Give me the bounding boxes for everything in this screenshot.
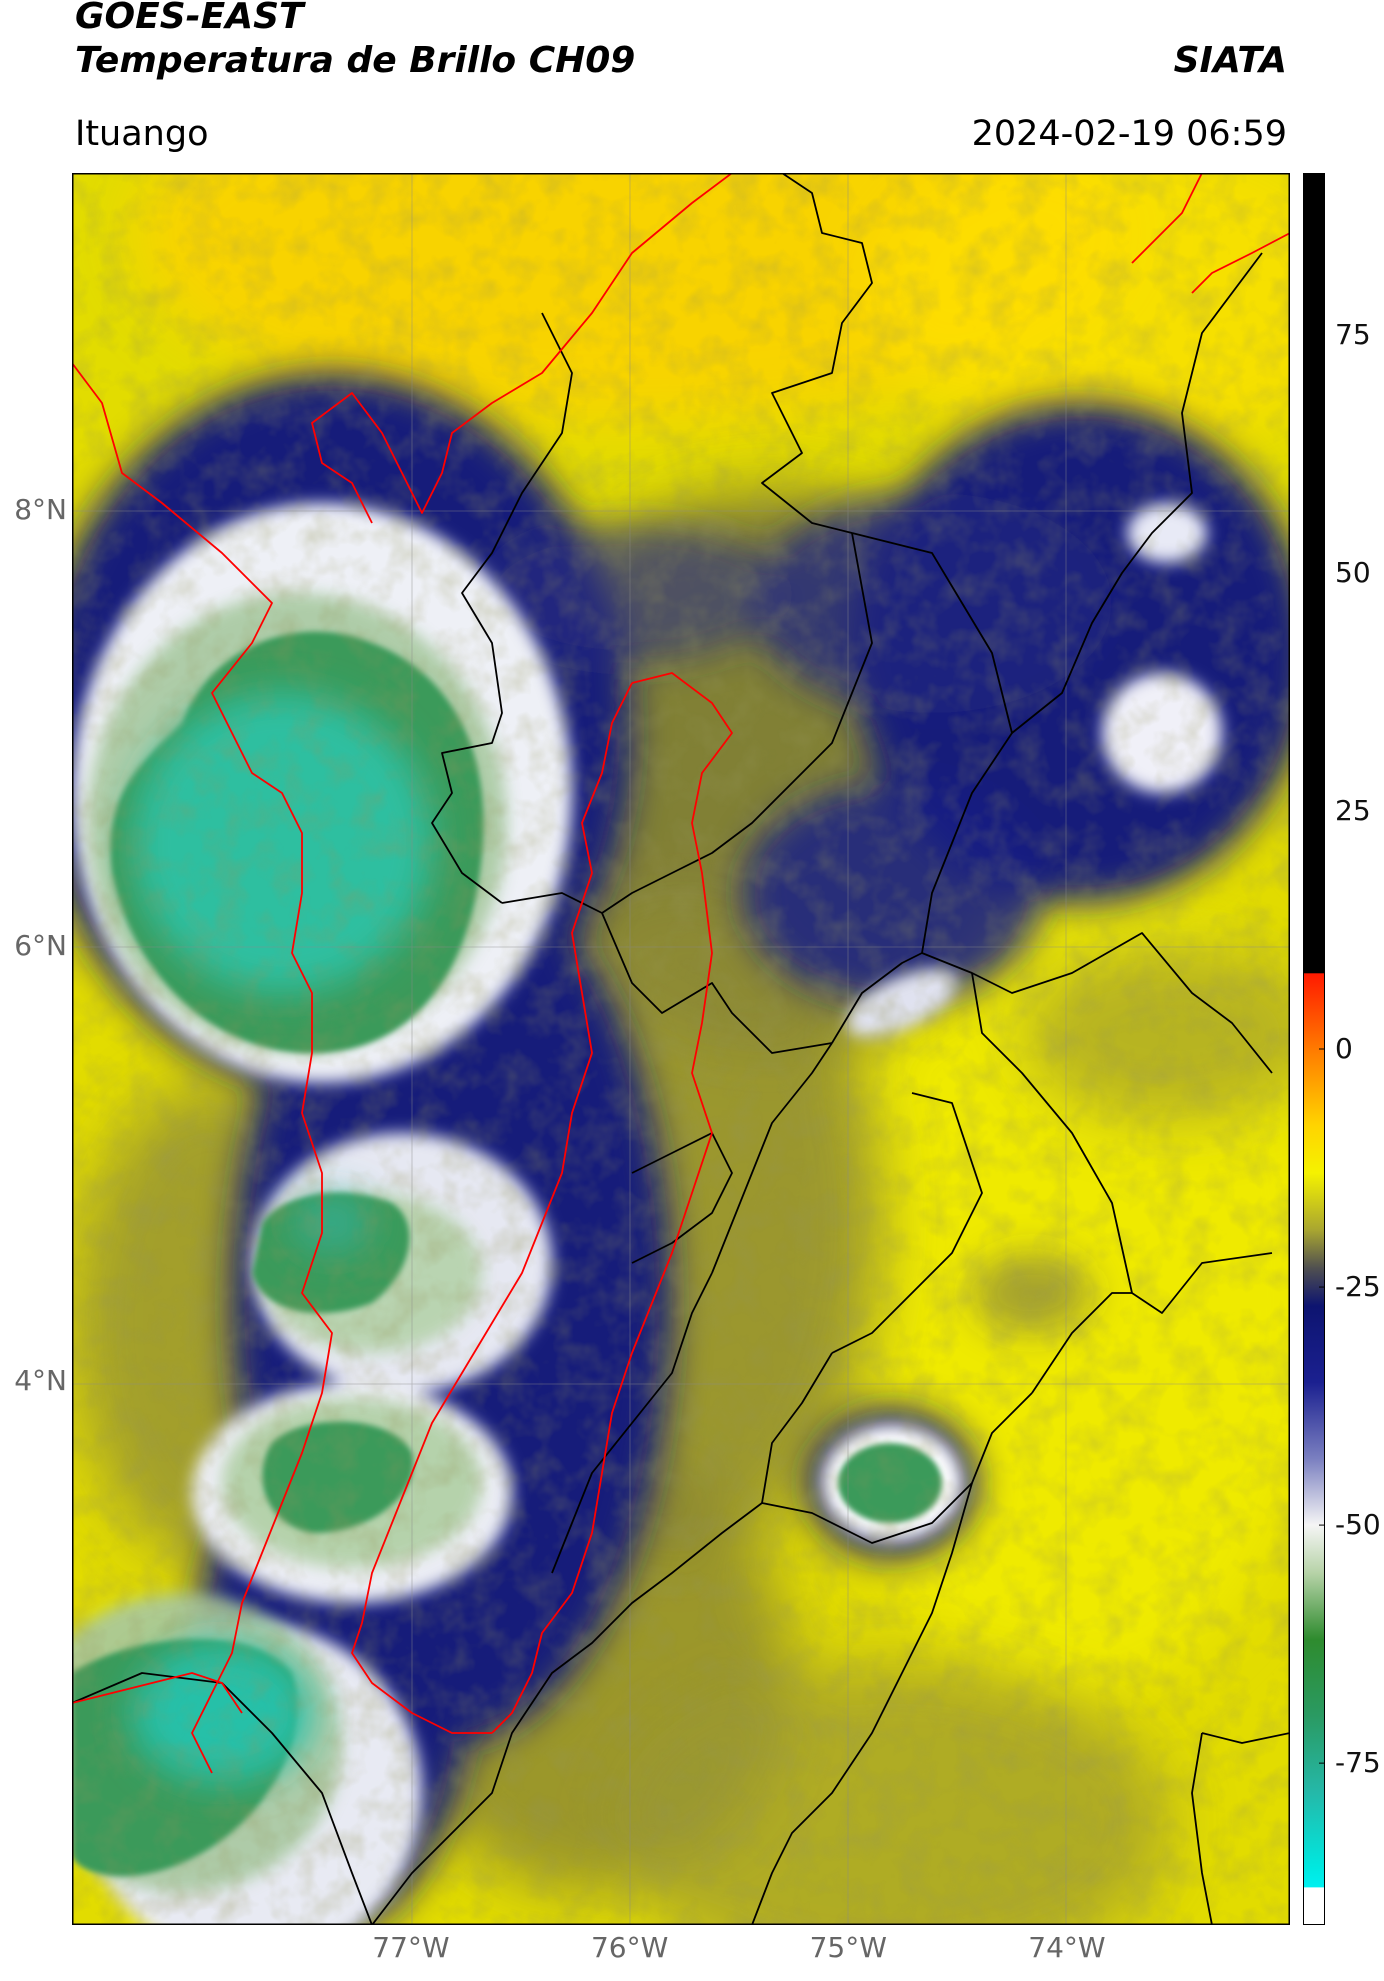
colorbar-ticks — [1319, 334, 1325, 1764]
colorbar-tick-label: -25 — [1335, 1270, 1381, 1304]
location-label: Ituango — [75, 114, 209, 154]
satellite-title: GOES-EAST — [75, 0, 304, 37]
product-title: Temperatura de Brillo CH09 — [75, 40, 636, 81]
colorbar-gradient — [1303, 173, 1325, 1925]
graticule — [72, 173, 1290, 1925]
brightness-temperature-map — [72, 173, 1290, 1925]
longitude-tick-label: 76°W — [590, 1931, 669, 1964]
map-frame — [72, 173, 1290, 1925]
timestamp-label: 2024-02-19 06:59 — [971, 114, 1287, 154]
organization-label: SIATA — [1173, 40, 1287, 81]
colorbar-tick-label: 50 — [1335, 555, 1371, 589]
department-boundaries — [72, 173, 1290, 1925]
colorbar-tick-label: 0 — [1335, 1032, 1353, 1065]
colorbar — [1303, 173, 1325, 1925]
cloud-texture — [72, 173, 1290, 1925]
latitude-tick-label: 6°N — [14, 928, 67, 962]
national-borders — [72, 173, 1290, 1774]
longitude-tick-label: 75°W — [809, 1931, 887, 1964]
latitude-tick-label: 8°N — [14, 493, 67, 527]
latitude-tick-label: 4°N — [14, 1363, 67, 1397]
longitude-tick-label: 77°W — [372, 1931, 450, 1964]
colorbar-tick-label: -75 — [1335, 1746, 1381, 1780]
colorbar-tick-label: 25 — [1335, 793, 1371, 827]
longitude-tick-label: 74°W — [1028, 1931, 1106, 1964]
colorbar-tick-label: 75 — [1335, 317, 1371, 351]
colorbar-tick-label: -50 — [1335, 1508, 1381, 1542]
